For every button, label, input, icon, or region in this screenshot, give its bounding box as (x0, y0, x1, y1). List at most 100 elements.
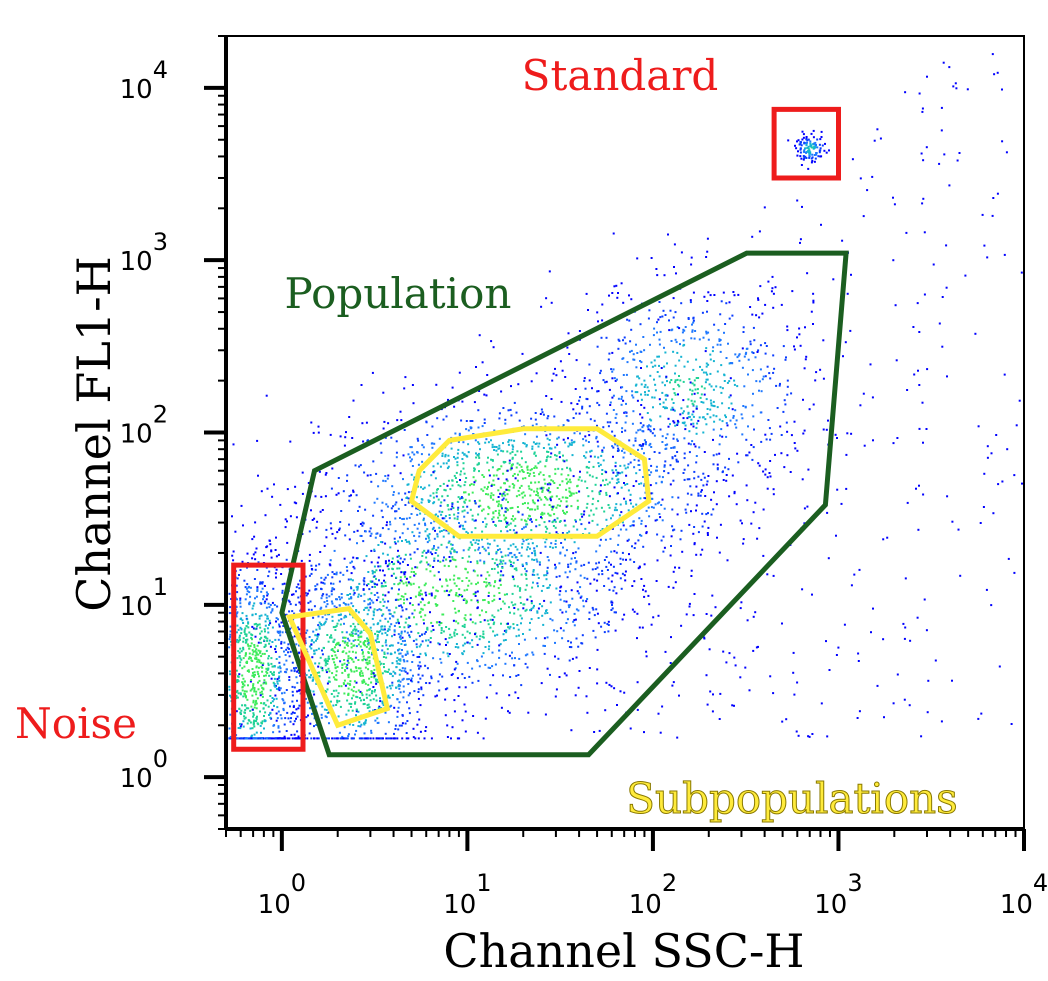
data-point (245, 625, 248, 627)
data-point (530, 481, 533, 484)
data-point (268, 639, 271, 642)
data-point (397, 598, 400, 601)
data-point (370, 549, 373, 552)
data-point (582, 599, 585, 602)
data-point (251, 734, 253, 737)
data-point (565, 674, 568, 677)
data-point (511, 483, 514, 485)
data-point (388, 625, 391, 628)
data-point (459, 497, 461, 500)
data-point (391, 681, 394, 684)
data-point (827, 419, 829, 422)
data-point (246, 618, 249, 621)
data-point (636, 399, 639, 402)
data-point (426, 434, 429, 436)
data-point (545, 497, 548, 500)
data-point (322, 593, 325, 596)
data-point (275, 617, 278, 620)
data-point (442, 418, 445, 421)
data-point (278, 671, 281, 674)
data-point (399, 536, 401, 539)
data-point (786, 385, 789, 388)
data-point (546, 488, 549, 491)
data-point (818, 143, 821, 146)
data-point (672, 402, 675, 404)
data-point (273, 604, 276, 606)
data-point (419, 592, 422, 595)
data-point (463, 484, 466, 487)
data-point (750, 444, 753, 446)
data-point (365, 696, 368, 699)
data-point (600, 454, 603, 457)
data-point (395, 621, 398, 624)
data-point (511, 565, 514, 568)
data-point (261, 737, 264, 740)
data-point (268, 642, 271, 645)
data-point (500, 607, 502, 610)
data-point (426, 528, 429, 531)
data-point (554, 567, 557, 570)
data-point (525, 563, 528, 566)
data-point (543, 512, 546, 515)
data-point (252, 683, 255, 686)
data-point (752, 326, 755, 329)
data-point (313, 517, 316, 520)
data-point (350, 642, 353, 645)
data-point (264, 643, 267, 646)
data-point (285, 659, 288, 662)
data-point (671, 684, 674, 687)
data-point (359, 690, 362, 693)
data-point (501, 498, 504, 501)
data-point (640, 519, 643, 522)
data-point (532, 653, 535, 656)
data-point (457, 622, 460, 625)
data-point (357, 510, 359, 512)
data-point (281, 591, 284, 594)
data-point (624, 570, 627, 573)
data-point (656, 274, 659, 277)
data-point (328, 670, 331, 673)
data-point (530, 380, 533, 383)
data-point (616, 296, 619, 299)
data-point (546, 437, 549, 440)
data-point (518, 552, 521, 554)
data-point (354, 733, 356, 736)
data-point (544, 545, 547, 548)
data-point (491, 459, 494, 462)
data-point (375, 694, 378, 697)
data-point (352, 490, 355, 493)
data-point (278, 625, 281, 628)
data-point (286, 520, 288, 523)
data-point (536, 507, 539, 510)
data-point (381, 501, 384, 504)
data-point (235, 691, 238, 693)
data-point (505, 526, 507, 528)
data-point (574, 551, 577, 554)
data-point (315, 705, 318, 708)
data-point (255, 658, 258, 660)
data-point (776, 407, 779, 409)
data-point (696, 388, 699, 391)
data-point (285, 730, 288, 732)
data-point (398, 684, 401, 687)
data-point (641, 426, 644, 429)
data-point (720, 391, 723, 394)
data-point (384, 617, 387, 620)
data-point (688, 478, 691, 481)
data-point (320, 581, 323, 584)
data-point (405, 517, 408, 520)
data-point (521, 496, 524, 499)
data-point (483, 486, 486, 489)
data-point (638, 483, 641, 485)
data-point (411, 384, 414, 386)
data-point (526, 598, 529, 601)
data-point (546, 612, 549, 614)
data-point (373, 608, 376, 611)
data-point (380, 509, 383, 512)
data-point (396, 737, 399, 740)
data-point (412, 674, 414, 677)
data-point (296, 681, 299, 684)
data-point (674, 364, 677, 367)
data-point (469, 618, 472, 621)
data-point (613, 586, 616, 589)
